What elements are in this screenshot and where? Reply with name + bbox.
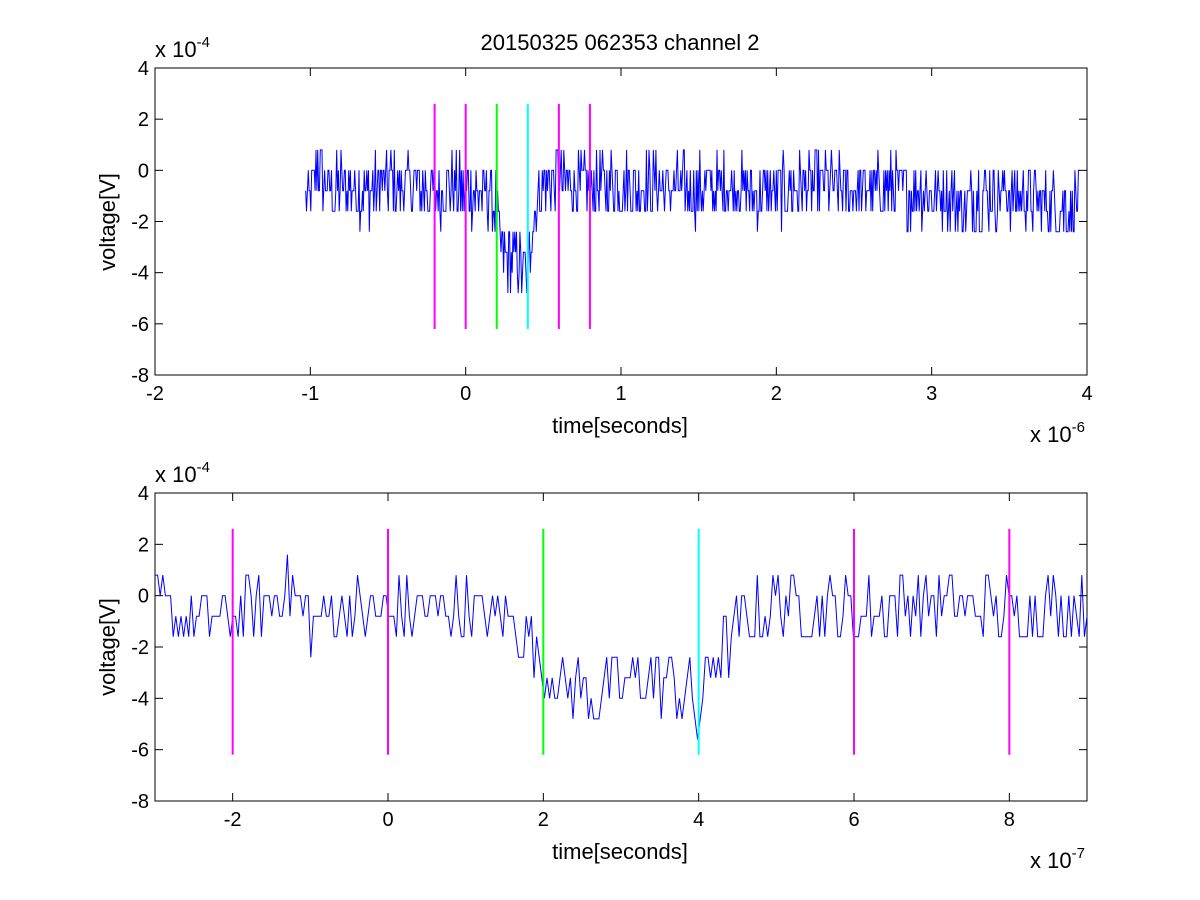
top-x-tick-label-5: 3 (926, 383, 937, 405)
bottom-x-ticks: -2 0 2 4 6 8 (224, 493, 1015, 831)
bottom-x-axis-label: time[seconds] (552, 839, 688, 864)
top-x-tick-label-4: 2 (771, 383, 782, 405)
bottom-y-ticks: -8 -6 -4 -2 0 2 4 (131, 483, 1087, 813)
bottom-x-tick-label-0: -2 (224, 809, 242, 831)
bottom-x-tick-label-3: 4 (693, 809, 704, 831)
bottom-x-tick-label-2: 2 (538, 809, 549, 831)
bottom-y-tick-label-6: 4 (138, 483, 149, 505)
top-y-ticks: -8 -6 -4 -2 0 2 4 (131, 58, 1087, 387)
bottom-y-tick-label-5: 2 (138, 534, 149, 556)
bottom-subplot: -2 0 2 4 6 8 -8 -6 -4 -2 0 2 4 time[seconds] voltag… (95, 459, 1088, 873)
bottom-x-exponent: x 10-7 (1030, 845, 1085, 873)
top-y-tick-label-3: -2 (131, 212, 149, 234)
top-x-tick-label-3: 1 (615, 383, 626, 405)
bottom-y-tick-label-0: -8 (131, 791, 149, 813)
chart-title: 20150325 062353 channel 2 (481, 30, 760, 55)
top-x-tick-label-1: -1 (301, 383, 319, 405)
top-x-tick-label-0: -2 (146, 383, 164, 405)
top-y-axis-label: voltage[V] (95, 173, 120, 271)
top-y-tick-label-4: 0 (138, 160, 149, 182)
bottom-series-group (155, 554, 1088, 740)
top-y-tick-label-1: -6 (131, 314, 149, 336)
top-y-tick-label-2: -4 (131, 263, 149, 285)
bottom-y-tick-label-2: -4 (131, 688, 149, 710)
bottom-x-tick-label-5: 8 (1004, 809, 1015, 831)
top-x-axis-label: time[seconds] (552, 413, 688, 438)
bottom-y-tick-label-4: 0 (138, 586, 149, 608)
top-markers-group (433, 103, 591, 329)
bottom-markers-group (231, 528, 1011, 755)
top-y-tick-label-0: -8 (131, 365, 149, 387)
bottom-y-exponent: x 10-4 (155, 459, 210, 487)
bottom-y-tick-label-1: -6 (131, 740, 149, 762)
top-y-tick-label-6: 4 (138, 58, 149, 80)
bottom-x-tick-label-4: 6 (848, 809, 859, 831)
bottom-y-axis-label: voltage[V] (95, 598, 120, 696)
bottom-series-line-0 (155, 554, 1088, 740)
bottom-x-tick-label-1: 0 (382, 809, 393, 831)
bottom-y-tick-label-3: -2 (131, 637, 149, 659)
top-subplot: -2 -1 0 1 2 3 4 -8 -6 -4 -2 0 2 4 time[seconds] volt… (95, 34, 1093, 447)
top-y-tick-label-5: 2 (138, 109, 149, 131)
top-x-exponent: x 10-6 (1030, 419, 1085, 447)
top-x-tick-label-6: 4 (1081, 383, 1092, 405)
top-x-ticks: -2 -1 0 1 2 3 4 (146, 68, 1093, 405)
top-x-tick-label-2: 0 (460, 383, 471, 405)
top-y-exponent: x 10-4 (155, 34, 210, 62)
